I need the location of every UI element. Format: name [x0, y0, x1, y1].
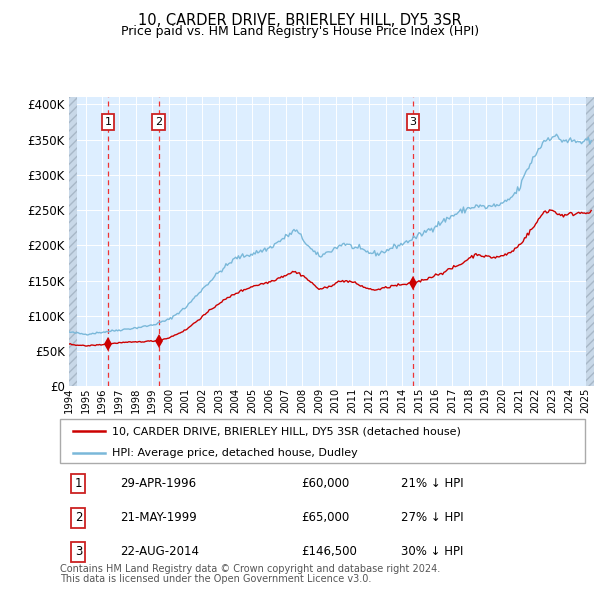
Text: 22-AUG-2014: 22-AUG-2014	[121, 545, 199, 559]
Text: 10, CARDER DRIVE, BRIERLEY HILL, DY5 3SR (detached house): 10, CARDER DRIVE, BRIERLEY HILL, DY5 3SR…	[113, 427, 461, 436]
Text: £60,000: £60,000	[302, 477, 350, 490]
Text: 27% ↓ HPI: 27% ↓ HPI	[401, 511, 464, 525]
Bar	[586, 97, 594, 386]
Text: 21% ↓ HPI: 21% ↓ HPI	[401, 477, 464, 490]
Text: 1: 1	[74, 477, 82, 490]
Text: 2: 2	[155, 117, 162, 127]
Text: 21-MAY-1999: 21-MAY-1999	[121, 511, 197, 525]
Text: HPI: Average price, detached house, Dudley: HPI: Average price, detached house, Dudl…	[113, 448, 358, 458]
Text: 3: 3	[74, 545, 82, 559]
Text: 10, CARDER DRIVE, BRIERLEY HILL, DY5 3SR: 10, CARDER DRIVE, BRIERLEY HILL, DY5 3SR	[138, 13, 462, 28]
Text: £65,000: £65,000	[302, 511, 350, 525]
Text: Contains HM Land Registry data © Crown copyright and database right 2024.: Contains HM Land Registry data © Crown c…	[60, 564, 440, 574]
Text: 2: 2	[74, 511, 82, 525]
Text: This data is licensed under the Open Government Licence v3.0.: This data is licensed under the Open Gov…	[60, 574, 371, 584]
FancyBboxPatch shape	[60, 419, 585, 463]
Text: 29-APR-1996: 29-APR-1996	[121, 477, 197, 490]
Text: 3: 3	[409, 117, 416, 127]
Bar	[69, 97, 77, 386]
Text: 1: 1	[104, 117, 112, 127]
Text: 30% ↓ HPI: 30% ↓ HPI	[401, 545, 464, 559]
Text: Price paid vs. HM Land Registry's House Price Index (HPI): Price paid vs. HM Land Registry's House …	[121, 25, 479, 38]
Text: £146,500: £146,500	[302, 545, 358, 559]
